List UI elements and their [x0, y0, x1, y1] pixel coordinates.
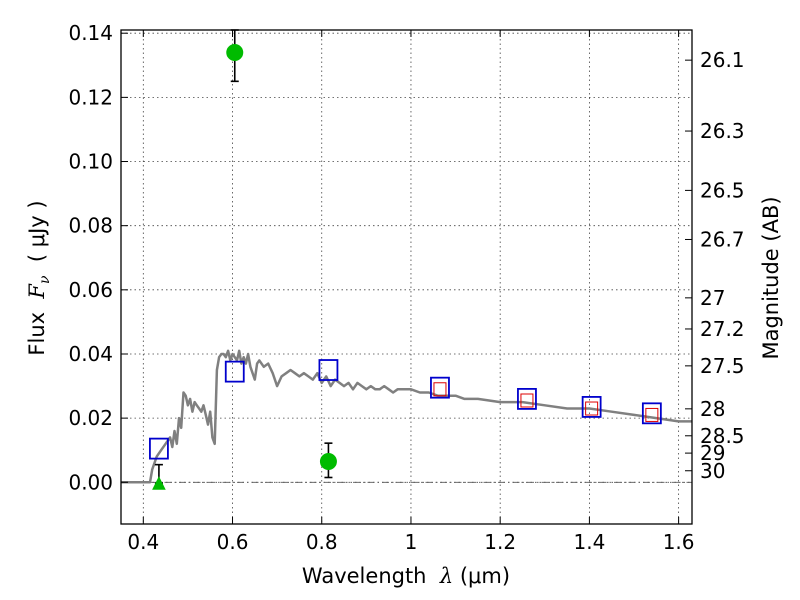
- y2-tick-label: 26.7: [700, 227, 745, 251]
- upper-limit-point: [152, 476, 166, 490]
- observed-photometry-point: [585, 401, 599, 416]
- x-tick-label: 1.2: [484, 530, 516, 554]
- model-photometry-point: [224, 360, 245, 383]
- y2-axis-label: Magnitude (AB): [759, 196, 783, 359]
- x-tick-label: 1.4: [573, 530, 605, 554]
- x-axis: 0.4 0.6 0.8 1 1.2 1.4 1.6: [127, 30, 695, 554]
- x-tick-label: 0.4: [127, 530, 159, 554]
- model-spectrum-line: [121, 349, 692, 484]
- observed-photometry-point: [520, 393, 534, 408]
- y2-tick-label: 27.2: [700, 317, 745, 341]
- x-tick-label: 1: [405, 530, 418, 554]
- x-tick-label: 1.6: [663, 530, 695, 554]
- y2-tick-label: 26.3: [700, 119, 745, 143]
- y2-tick-label: 29: [700, 441, 725, 465]
- y-tick-label: 0.14: [68, 21, 113, 45]
- x-axis-label: Wavelength λ (μm): [302, 564, 510, 588]
- model-photometry-point: [149, 437, 169, 460]
- plot-area: [121, 29, 692, 490]
- y2-tick-label: 28: [700, 397, 725, 421]
- y2-tick-label: 26.5: [700, 178, 745, 202]
- y-tick-label: 0.10: [68, 150, 113, 174]
- y-tick-label: 0.08: [68, 214, 113, 238]
- observed-detection-point: [226, 43, 244, 61]
- y2-tick-label: 30: [700, 459, 725, 483]
- observed-detection-point: [319, 452, 337, 470]
- y-axis: 0.00 0.02 0.04 0.06 0.08 0.10 0.12 0.14: [68, 21, 128, 494]
- plot-frame: [120, 29, 693, 525]
- model-photometry-point: [581, 396, 602, 418]
- x-tick-label: 0.6: [217, 530, 249, 554]
- model-photometry-point: [318, 359, 339, 381]
- model-photometry-point: [517, 387, 537, 410]
- model-photometry-point: [641, 402, 662, 425]
- y-tick-label: 0.04: [68, 342, 113, 366]
- observed-photometry-point: [645, 407, 659, 422]
- y2-tick-label: 26.1: [700, 48, 745, 72]
- observed-photometry-point: [433, 382, 447, 397]
- y-tick-label: 0.02: [68, 406, 113, 430]
- model-photometry-point: [430, 376, 450, 399]
- y2-tick-label: 28.5: [700, 424, 745, 448]
- y-tick-label: 0.00: [68, 470, 113, 494]
- y2-tick-label: 27.5: [700, 354, 745, 378]
- x-tick-label: 0.8: [306, 530, 338, 554]
- y-tick-label: 0.12: [68, 85, 113, 109]
- y-axis-label: Flux Fν ( μJy ): [25, 200, 53, 355]
- y2-tick-label: 27: [700, 286, 725, 310]
- y-tick-label: 0.06: [68, 278, 113, 302]
- grid: [121, 30, 692, 524]
